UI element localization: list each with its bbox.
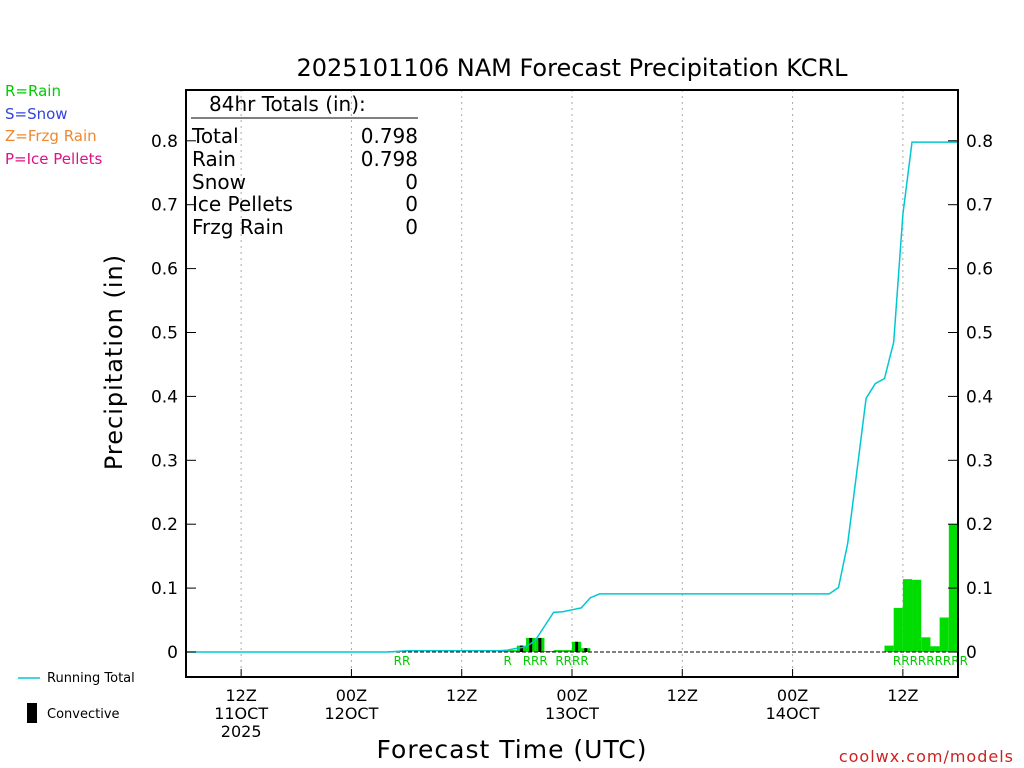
y-tick-label: 0.2 xyxy=(966,515,993,535)
y-tick-label: 0.5 xyxy=(966,324,993,344)
x-tick-label: 12Z xyxy=(667,686,698,705)
vertical-gridlines xyxy=(240,90,904,677)
y-tick-label: 0.6 xyxy=(151,260,178,280)
x-tick-label: 12Z xyxy=(887,686,918,705)
precip-bar xyxy=(507,650,517,652)
y-tick-label: 0.8 xyxy=(966,132,993,152)
y-axis-label: Precipitation (in) xyxy=(100,254,128,470)
x-tick-label: 12Z xyxy=(225,686,256,705)
convective-bar xyxy=(519,645,523,652)
totals-row-value: 0.798 xyxy=(361,147,418,171)
x-tick-label: 00Z xyxy=(336,686,367,705)
precip-type-label: RRRR xyxy=(555,654,588,668)
convective-bar xyxy=(584,648,588,652)
y-tick-label: 0.7 xyxy=(966,196,993,216)
precipitation-bars xyxy=(388,524,958,652)
totals-row-label: Total xyxy=(191,124,239,148)
precip-bar xyxy=(930,646,940,652)
convective-bar xyxy=(575,641,579,652)
running-total-legend-label: Running Total xyxy=(47,671,135,686)
y-tick-label: 0.6 xyxy=(966,260,993,280)
running-total-line xyxy=(186,141,958,653)
totals-row-label: Snow xyxy=(192,170,246,194)
precip-bar xyxy=(893,607,903,652)
y-tick-label: 0.3 xyxy=(966,451,993,471)
y-tick-label: 0.2 xyxy=(151,515,178,535)
precip-bar xyxy=(912,579,922,652)
y-axis-right: 0 0.1 0.2 0.3 0.4 0.5 0.6 0.7 0.8 xyxy=(948,132,993,663)
y-tick-label: 0.4 xyxy=(966,387,993,407)
totals-row-value: 0 xyxy=(405,192,418,216)
precip-bar xyxy=(884,645,894,652)
x-tick-label: 00Z xyxy=(556,686,587,705)
x-tick-label: 11OCT xyxy=(214,704,268,723)
y-tick-label: 0.8 xyxy=(151,132,178,152)
y-tick-label: 0.7 xyxy=(151,196,178,216)
precip-type-labels: RR R RRR RRRR RRRRRRRRR xyxy=(394,654,968,668)
precip-type-label: R xyxy=(503,654,511,668)
x-tick-label: 2025 xyxy=(221,722,262,741)
precip-type-label: RRRRRRRRR xyxy=(893,654,968,668)
totals-row-value: 0.798 xyxy=(361,124,418,148)
series-legend: Running Total Convective xyxy=(18,671,135,723)
totals-row-label: Rain xyxy=(192,147,236,171)
totals-box: 84hr Totals (in): Total 0.798 Rain 0.798… xyxy=(191,92,418,239)
convective-bar xyxy=(529,637,533,652)
precip-type-legend: R=Rain S=Snow Z=Frzg Rain P=Ice Pellets xyxy=(5,82,102,168)
precip-type-label: RRR xyxy=(523,654,548,668)
precip-bar xyxy=(498,650,508,652)
chart-title: 2025101106 NAM Forecast Precipitation KC… xyxy=(296,54,848,82)
x-tick-label: 12Z xyxy=(446,686,477,705)
precip-bar xyxy=(939,617,949,652)
x-tick-label: 14OCT xyxy=(766,704,820,723)
y-tick-label: 0 xyxy=(966,643,977,663)
y-axis-left: 0 0.1 0.2 0.3 0.4 0.5 0.6 0.7 0.8 xyxy=(151,132,196,663)
totals-row-label: Frzg Rain xyxy=(192,215,284,239)
precip-bar xyxy=(553,650,563,652)
y-tick-label: 0.5 xyxy=(151,324,178,344)
x-axis-label: Forecast Time (UTC) xyxy=(377,735,648,764)
y-tick-label: 0.3 xyxy=(151,451,178,471)
footer-credit: coolwx.com/models xyxy=(839,747,1014,766)
y-tick-label: 0.1 xyxy=(151,579,178,599)
y-tick-label: 0.1 xyxy=(966,579,993,599)
legend-frzg-rain: Z=Frzg Rain xyxy=(5,127,97,145)
legend-rain: R=Rain xyxy=(5,82,61,100)
totals-row-label: Ice Pellets xyxy=(192,192,293,216)
convective-bar xyxy=(538,637,542,652)
precip-bar xyxy=(902,579,913,652)
precip-type-label: RR xyxy=(394,654,411,668)
legend-ice-pellets: P=Ice Pellets xyxy=(5,150,102,168)
precip-bar xyxy=(562,650,572,652)
x-tick-label: 00Z xyxy=(777,686,808,705)
totals-row-value: 0 xyxy=(405,170,418,194)
x-tick-label: 12OCT xyxy=(324,704,378,723)
y-tick-label: 0.4 xyxy=(151,387,178,407)
y-tick-label: 0 xyxy=(167,643,178,663)
totals-row-value: 0 xyxy=(405,215,418,239)
precip-bar xyxy=(921,637,931,652)
legend-snow: S=Snow xyxy=(5,105,68,123)
x-tick-label: 13OCT xyxy=(545,704,599,723)
convective-legend-label: Convective xyxy=(47,707,120,722)
totals-header: 84hr Totals (in): xyxy=(209,92,366,116)
convective-swatch xyxy=(27,703,37,723)
